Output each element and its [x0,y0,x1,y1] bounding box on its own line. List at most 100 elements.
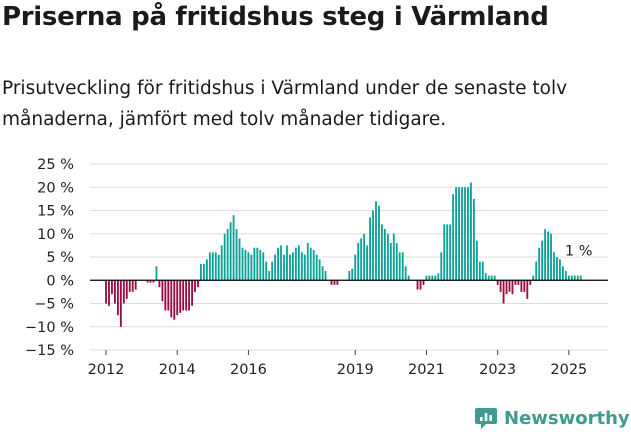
bar [561,266,564,281]
bar [161,280,164,302]
bar [173,280,176,320]
bar [378,205,380,281]
bar [205,259,208,281]
y-tick-label: 5 % [46,250,74,266]
bar [309,247,312,281]
bar [357,243,360,281]
bar [564,270,567,281]
x-tick-label: 2023 [479,362,516,378]
bar [389,243,392,281]
bar [170,280,173,318]
y-tick-label: −15 % [25,343,74,359]
bar [274,254,277,281]
bar [464,187,466,281]
bar [369,217,371,281]
bar [220,245,223,281]
bar [544,229,547,281]
bar [250,254,253,281]
y-tick-label: 20 % [37,180,74,196]
x-tick-label: 2025 [550,362,587,378]
bar [122,280,125,304]
bar [208,252,211,281]
bar [573,275,576,281]
bar [217,254,220,281]
bar [472,198,475,281]
y-tick-label: −5 % [34,297,74,313]
bar [271,261,274,281]
bar [422,280,425,285]
newsworthy-logo-icon [475,408,497,429]
bar [306,243,309,281]
x-tick-label: 2021 [408,362,445,378]
bar [428,275,431,281]
brand-footer: Newsworthy [474,406,630,430]
bar [203,263,205,281]
bar [404,266,407,281]
x-tick-label: 2012 [88,362,125,378]
bar [194,280,196,292]
bar [538,247,541,281]
bar [324,270,327,281]
bar [232,215,235,281]
bars-layer [105,182,582,327]
bar [105,280,107,304]
bar [167,280,170,311]
bar [487,275,490,281]
bar [502,280,505,304]
bar [523,280,526,292]
bar [197,280,199,288]
bar [155,266,158,281]
bar [517,280,520,285]
bar [446,224,449,281]
bar [579,275,582,281]
bar [416,280,419,290]
bar [425,275,428,281]
bar [185,280,188,311]
bar [333,280,336,285]
bar [315,254,318,281]
bar [576,275,579,281]
grid-layer [90,163,608,351]
bar [360,238,363,281]
bar [496,280,499,285]
bar [383,229,386,281]
bar [223,233,226,281]
chart-subtitle: Prisutveckling för fritidshus i Värmland… [2,78,568,130]
bar [214,252,217,281]
y-tick-label: −10 % [25,320,74,336]
bar [490,275,493,281]
bar [244,250,247,281]
bar [452,194,455,281]
bar [520,280,523,292]
bar [297,245,300,281]
bar [247,252,250,281]
bar [164,280,167,311]
bar [419,280,422,290]
bar [434,275,437,281]
bar [211,252,214,281]
bar [475,240,478,281]
bar [131,280,134,292]
bar [321,266,324,281]
bar [363,233,366,281]
bar [392,233,395,281]
annotation-label: 1 % [565,244,593,260]
bar [238,238,241,281]
bar [280,245,282,281]
bar [354,254,357,281]
bar [235,229,238,281]
bar [108,280,110,306]
bar [149,280,152,283]
bar [348,270,351,281]
bar [493,275,496,281]
bar [158,280,161,288]
bar [292,252,294,281]
bar [119,280,122,327]
y-tick-label: 0 % [46,273,74,289]
bar [505,280,508,295]
y-tick-label: 25 % [37,157,74,173]
bar [294,247,297,281]
bar [256,247,259,281]
bar [152,280,155,283]
bar [111,280,113,295]
